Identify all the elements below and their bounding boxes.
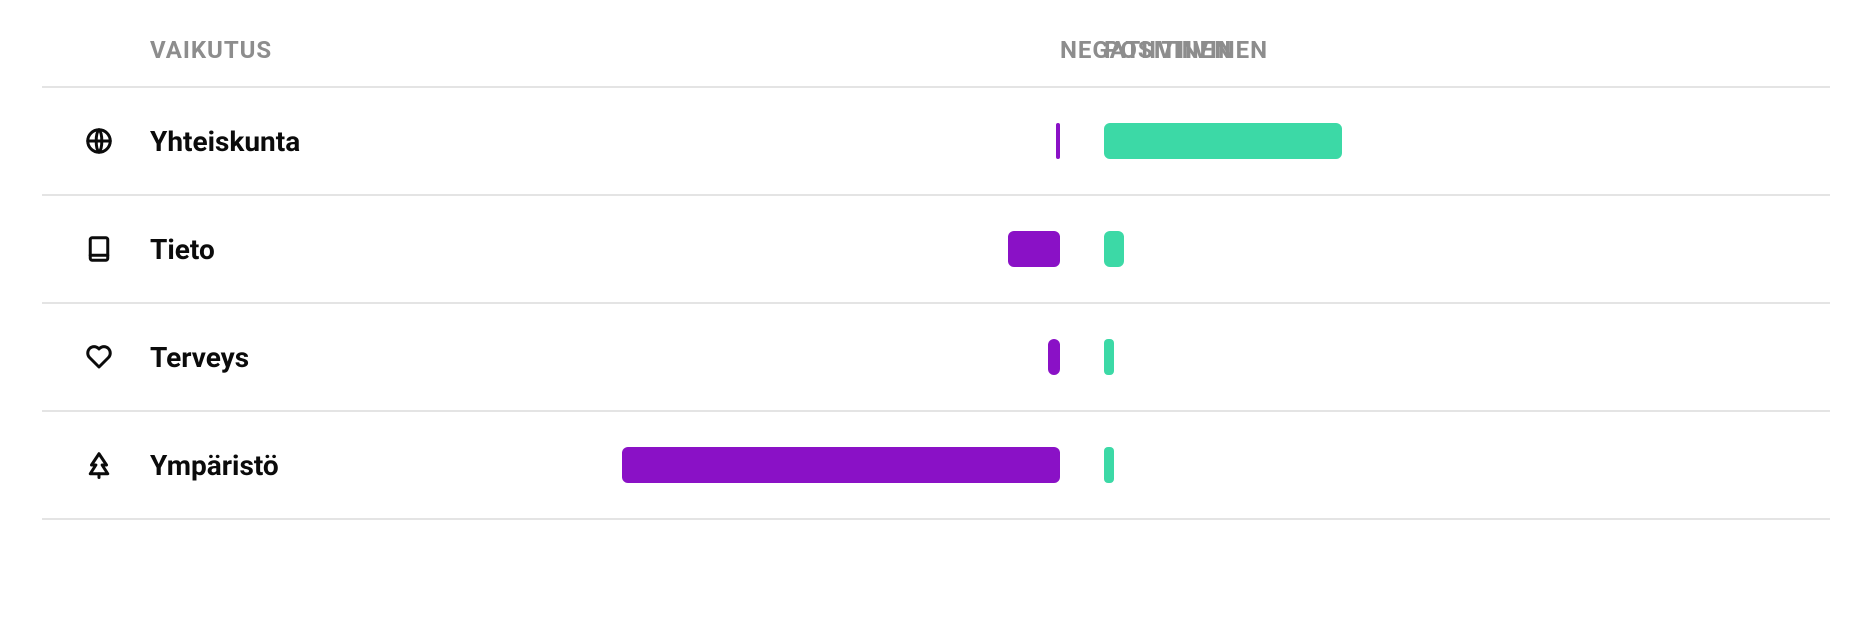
header-positive: POSITIIVINEN — [1104, 36, 1268, 64]
table-row: Yhteiskunta — [42, 88, 1830, 196]
row-label: Terveys — [150, 341, 249, 374]
positive-bar-area — [1104, 196, 1624, 302]
positive-bar-area — [1104, 88, 1624, 194]
negative-bar — [1048, 339, 1060, 375]
heart-icon — [84, 342, 134, 372]
table-row: Terveys — [42, 304, 1830, 412]
negative-bar-area — [540, 304, 1060, 410]
header-impact: VAIKUTUS — [150, 36, 272, 64]
positive-bar — [1104, 123, 1342, 159]
table-row: Ympäristö — [42, 412, 1830, 520]
tree-icon — [84, 450, 134, 480]
table-row: Tieto — [42, 196, 1830, 304]
row-label: Ympäristö — [150, 449, 279, 482]
row-label: Tieto — [150, 233, 215, 266]
negative-bar-area — [540, 412, 1060, 518]
negative-bar — [622, 447, 1060, 483]
negative-bar — [1008, 231, 1060, 267]
negative-bar-area — [540, 196, 1060, 302]
positive-bar — [1104, 231, 1124, 267]
chart-root: VAIKUTUS NEGATIIVINEN POSITIIVINEN Yhtei… — [42, 36, 1830, 520]
positive-bar — [1104, 447, 1114, 483]
positive-bar-area — [1104, 412, 1624, 518]
positive-bar-area — [1104, 304, 1624, 410]
positive-bar — [1104, 339, 1114, 375]
book-icon — [84, 234, 134, 264]
negative-bar — [1056, 123, 1060, 159]
header-row: VAIKUTUS NEGATIIVINEN POSITIIVINEN — [42, 36, 1830, 88]
negative-bar-area — [540, 88, 1060, 194]
globe-icon — [84, 126, 134, 156]
rows-container: Yhteiskunta Tieto Terveys Ympäristö — [42, 88, 1830, 520]
row-label: Yhteiskunta — [150, 125, 300, 158]
